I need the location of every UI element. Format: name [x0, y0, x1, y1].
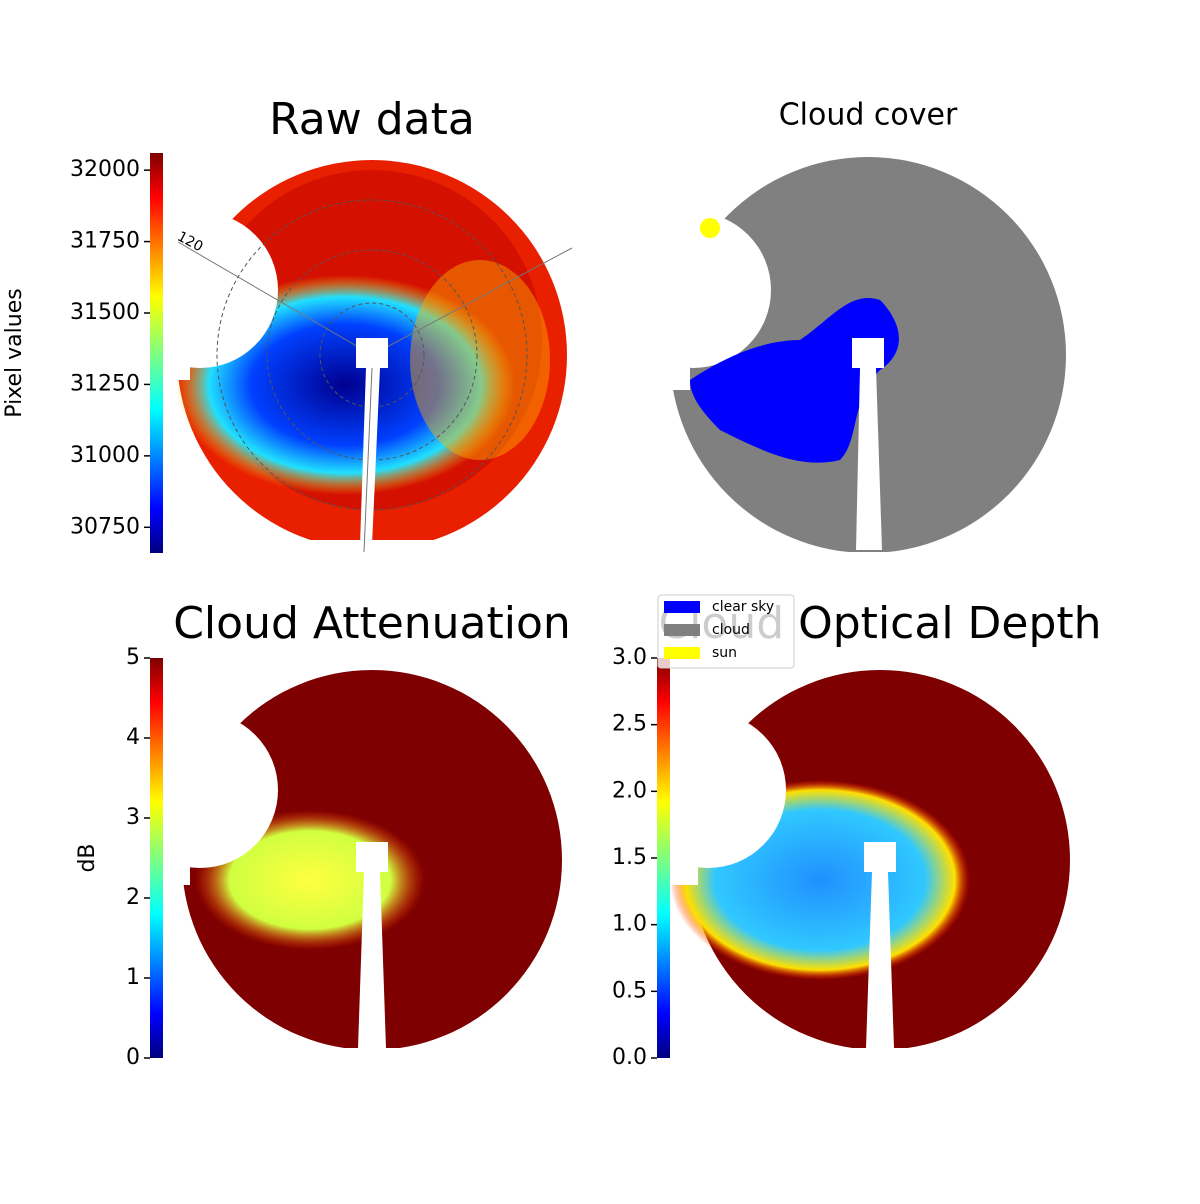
sky-image: [122, 160, 600, 560]
legend-swatch: [664, 647, 700, 659]
colorbar-tick-label: 31750: [70, 229, 140, 254]
colorbar-tick-label: 5: [126, 645, 140, 670]
colorbar: [657, 658, 670, 1058]
colorbar-tick-label: 31250: [70, 371, 140, 396]
panel-title: Raw data: [269, 94, 475, 145]
legend-swatch: [664, 601, 700, 613]
cloud-mask-image: [615, 157, 1100, 572]
colorbar-tick-label: 1: [126, 965, 140, 990]
colorbar: [150, 658, 163, 1058]
colorbar-tick-label: 1.0: [612, 912, 647, 937]
colorbar-tick-label: 31000: [70, 443, 140, 468]
colorbar-tick-label: 3.0: [612, 645, 647, 670]
optical-depth-image: [630, 670, 1108, 1068]
colorbar-tick-label: 1.5: [612, 845, 647, 870]
colorbar-label: dB: [75, 843, 100, 872]
colorbar-tick-label: 2.5: [612, 712, 647, 737]
colorbar-tick-label: 0.5: [612, 978, 647, 1003]
colorbar-tick-label: 0: [126, 1045, 140, 1070]
colorbar-tick-label: 32000: [70, 157, 140, 182]
panel-title: Cloud cover: [779, 98, 958, 133]
colorbar-label: Pixel values: [2, 288, 27, 417]
legend-label: clear sky: [712, 599, 774, 615]
colorbar-tick-label: 3: [126, 805, 140, 830]
colorbar-tick-label: 2.0: [612, 778, 647, 803]
panel-title: Cloud Attenuation: [173, 598, 571, 649]
colorbar: [150, 153, 163, 553]
colorbar-tick-label: 0.0: [612, 1045, 647, 1070]
attenuation-image: [122, 670, 600, 1068]
legend-label: sun: [712, 645, 737, 661]
colorbar-tick-label: 30750: [70, 514, 140, 539]
colorbar-tick-label: 2: [126, 885, 140, 910]
legend-swatch: [664, 624, 700, 636]
colorbar-tick-label: 31500: [70, 300, 140, 325]
legend-label: cloud: [712, 622, 750, 638]
colorbar-tick-label: 4: [126, 725, 140, 750]
